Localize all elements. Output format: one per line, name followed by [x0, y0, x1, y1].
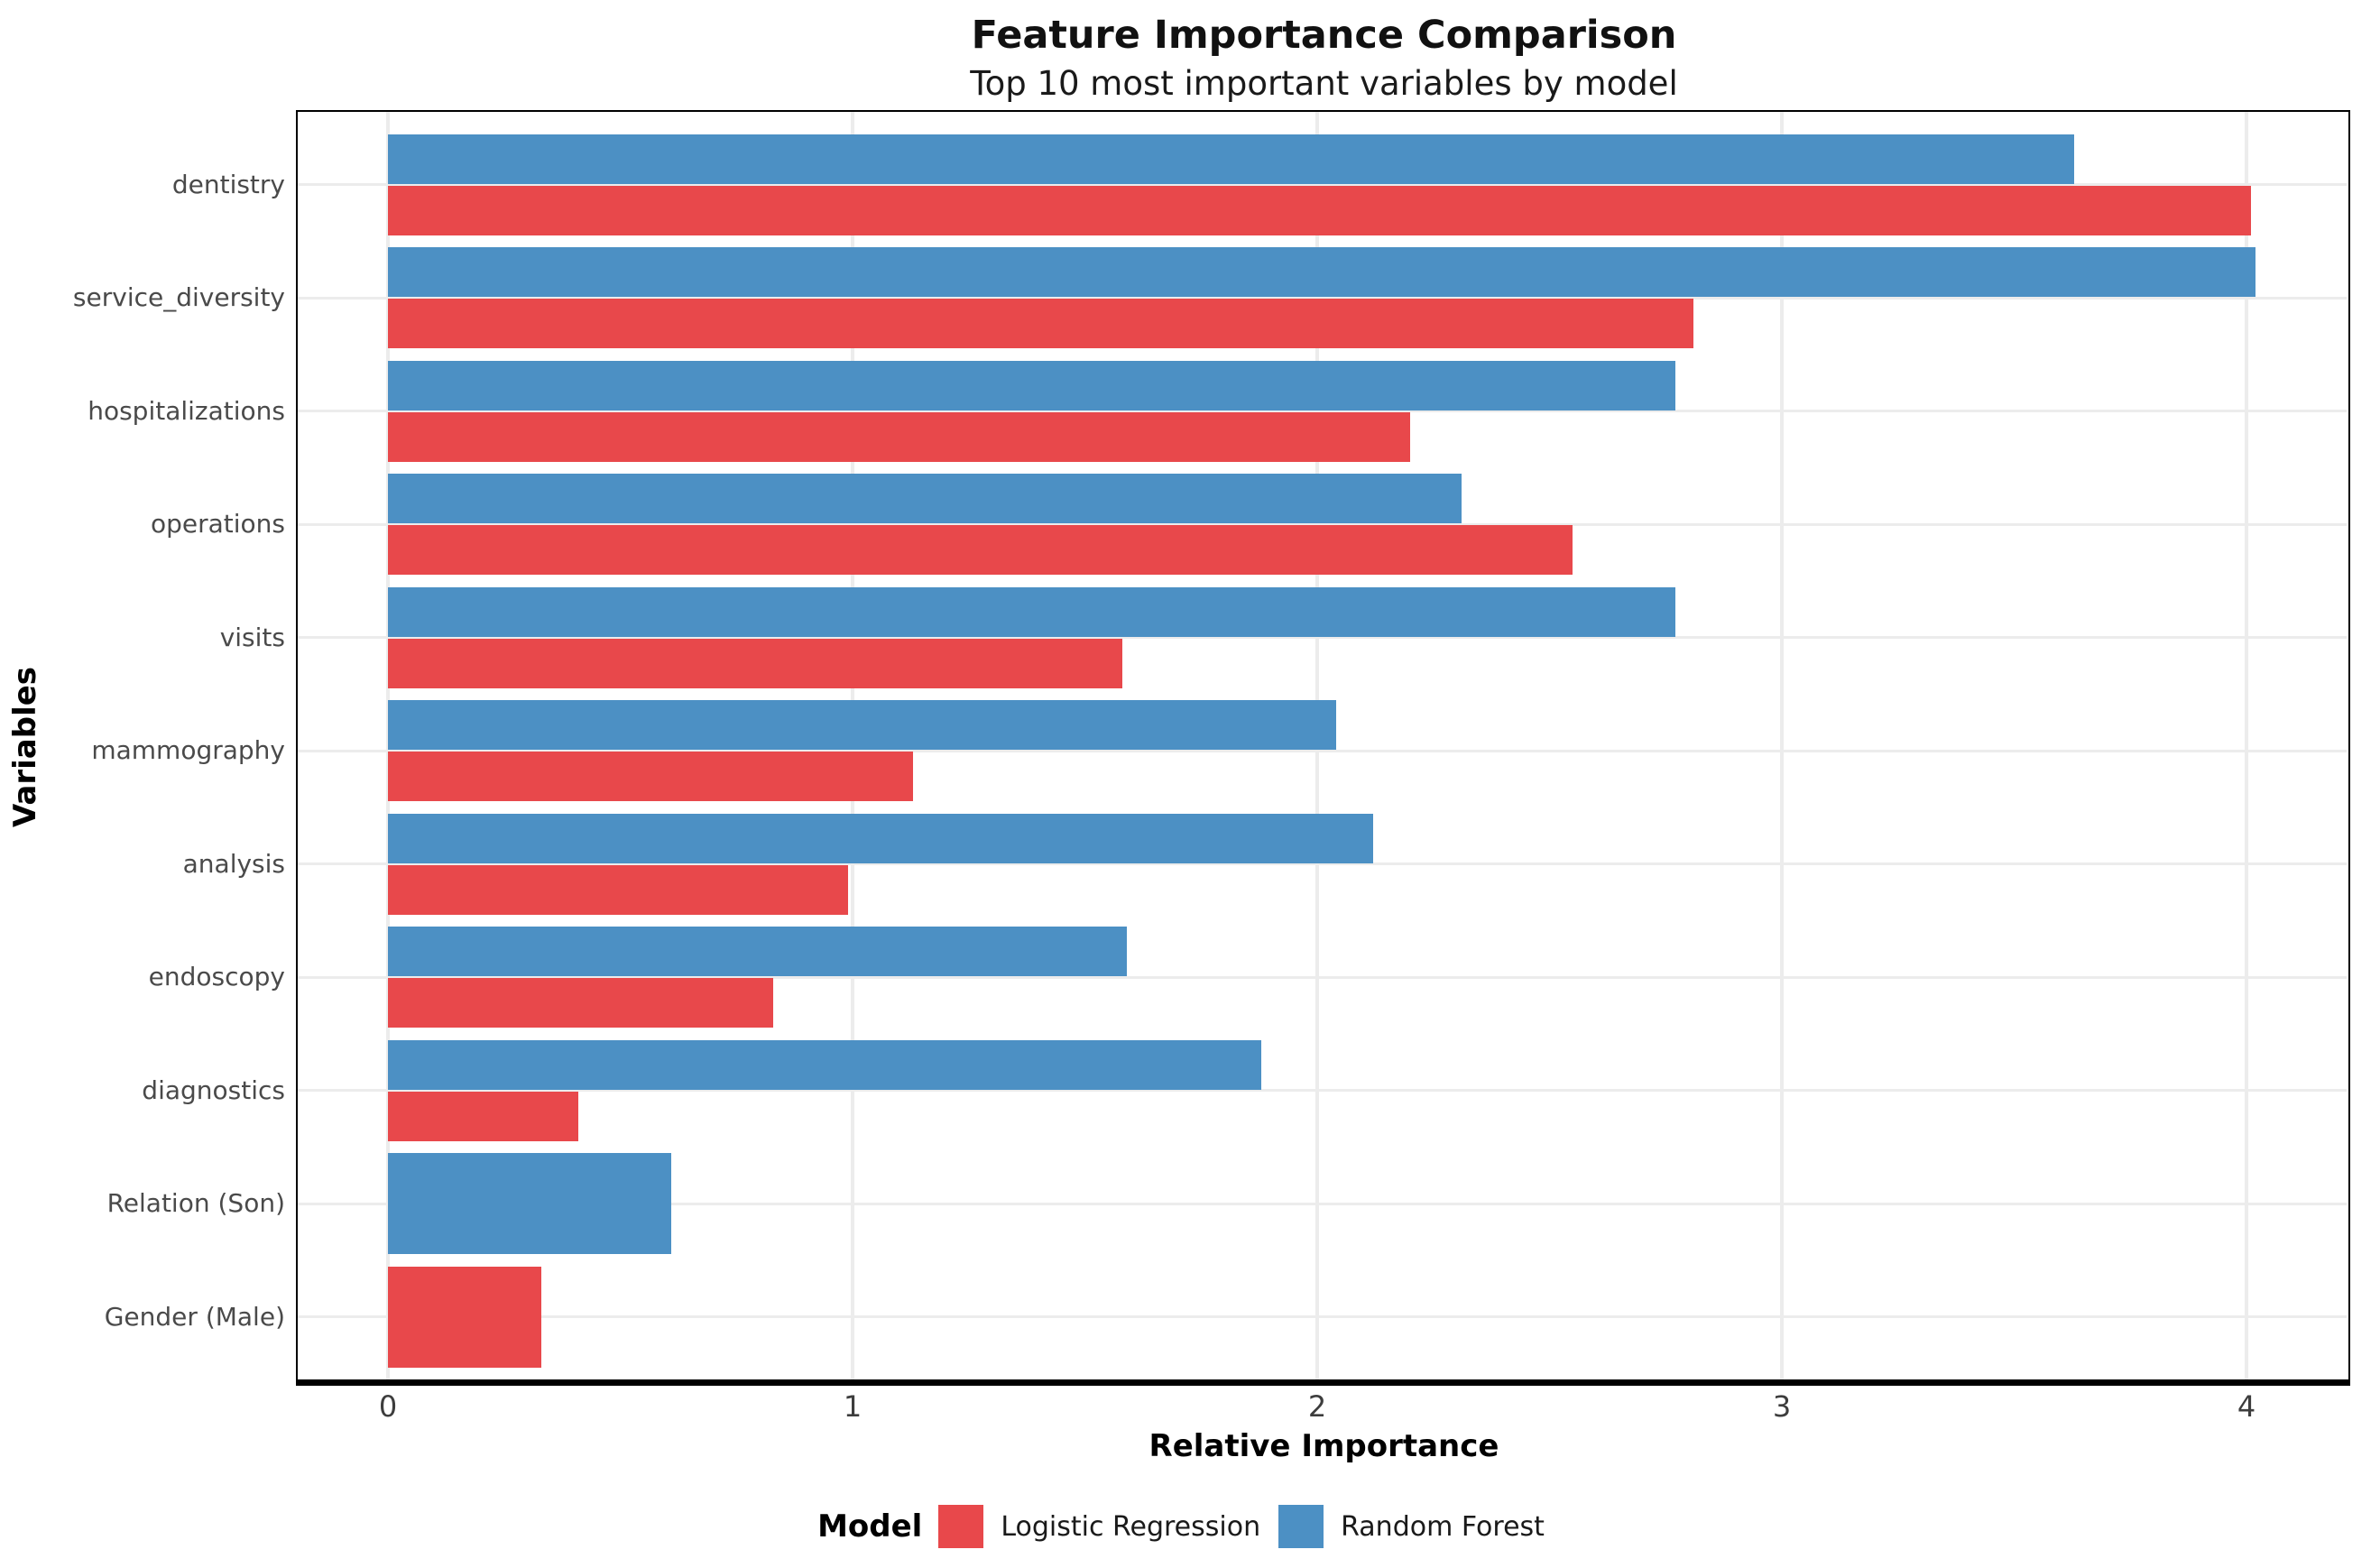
legend-label: Logistic Regression — [1001, 1510, 1261, 1543]
legend-title: Model — [817, 1508, 923, 1545]
bar-logistic-regression-3 — [388, 525, 1573, 575]
bar-logistic-regression-6 — [388, 864, 848, 915]
y-category-label: dentistry — [171, 169, 285, 199]
chart-title: Feature Importance Comparison — [971, 13, 1677, 58]
v-gridline — [2245, 112, 2248, 1382]
h-gridline — [298, 522, 2347, 526]
y-category-label: Gender (Male) — [104, 1301, 285, 1332]
bar-logistic-regression-0 — [388, 185, 2252, 235]
bar-random-forest-4 — [388, 586, 1675, 637]
y-axis-title: Variables — [7, 666, 43, 828]
h-gridline — [298, 749, 2347, 752]
y-category-label: mammography — [91, 735, 285, 765]
y-category-label: diagnostics — [142, 1075, 285, 1105]
v-gridline — [1780, 112, 1784, 1382]
y-category-label: Relation (Son) — [106, 1188, 285, 1218]
y-category-label: service_diversity — [72, 282, 285, 312]
legend: Model Logistic Regression Random Forest — [0, 1498, 2380, 1555]
x-tick-label: 2 — [1307, 1389, 1327, 1424]
plot-panel-border — [296, 110, 2350, 1386]
bar-random-forest-8 — [388, 1039, 1262, 1090]
legend-swatch — [938, 1505, 984, 1548]
chart-subtitle: Top 10 most important variables by model — [970, 64, 1678, 103]
h-gridline — [298, 410, 2347, 412]
x-tick-label: 1 — [843, 1389, 863, 1424]
bar-random-forest-2 — [388, 360, 1675, 410]
bar-logistic-regression-8 — [388, 1091, 579, 1141]
bar-logistic-regression-10 — [388, 1266, 541, 1368]
legend-label: Random Forest — [1341, 1510, 1545, 1543]
h-gridline — [298, 1315, 2347, 1318]
y-category-label: visits — [219, 622, 285, 652]
bar-random-forest-7 — [388, 927, 1127, 976]
h-gridline — [298, 296, 2347, 300]
legend-item-1: Random Forest — [1278, 1505, 1545, 1548]
x-tick-label: 0 — [378, 1389, 398, 1424]
bar-random-forest-9 — [388, 1153, 672, 1254]
plot-panel — [298, 112, 2347, 1382]
h-gridline — [298, 1202, 2347, 1205]
bar-random-forest-1 — [388, 247, 2256, 297]
bar-logistic-regression-2 — [388, 411, 1410, 462]
y-category-label: operations — [150, 509, 285, 539]
x-axis-title: Relative Importance — [1148, 1428, 1499, 1464]
bar-logistic-regression-7 — [388, 978, 774, 1028]
bar-logistic-regression-1 — [388, 299, 1694, 348]
h-gridline — [298, 183, 2347, 186]
bar-random-forest-6 — [388, 813, 1373, 863]
bar-random-forest-0 — [388, 134, 2075, 184]
x-axis-line — [296, 1379, 2350, 1385]
bar-random-forest-3 — [388, 474, 1462, 523]
y-category-label: endoscopy — [148, 962, 285, 992]
h-gridline — [298, 636, 2347, 639]
bar-logistic-regression-4 — [388, 638, 1122, 688]
y-category-label: analysis — [182, 848, 285, 879]
legend-swatch — [1278, 1505, 1324, 1548]
h-gridline — [298, 975, 2347, 979]
legend-item-0: Logistic Regression — [938, 1505, 1260, 1548]
bar-random-forest-5 — [388, 700, 1336, 750]
bar-logistic-regression-5 — [388, 752, 913, 801]
x-tick-label: 4 — [2237, 1389, 2256, 1424]
x-tick-label: 3 — [1772, 1389, 1792, 1424]
h-gridline — [298, 1089, 2347, 1092]
h-gridline — [298, 862, 2347, 865]
y-category-label: hospitalizations — [88, 395, 285, 426]
